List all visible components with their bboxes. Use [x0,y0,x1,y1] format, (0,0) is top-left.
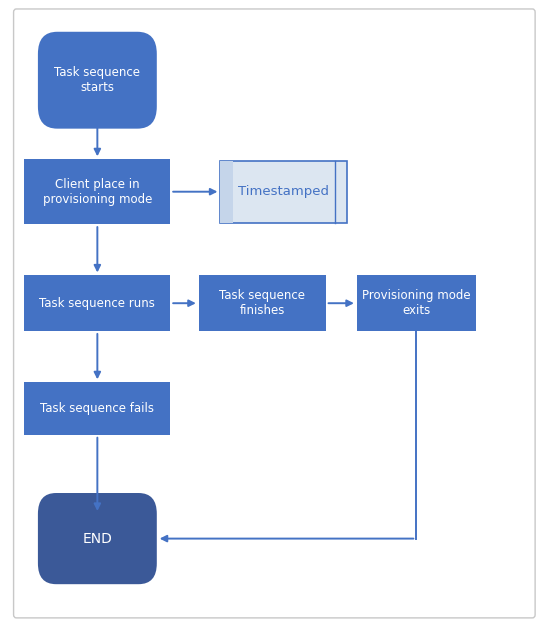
Text: Task sequence
finishes: Task sequence finishes [219,289,305,318]
FancyBboxPatch shape [25,276,170,331]
FancyBboxPatch shape [220,161,347,222]
FancyBboxPatch shape [25,159,170,224]
Text: Task sequence runs: Task sequence runs [39,297,155,310]
FancyBboxPatch shape [199,276,326,331]
FancyBboxPatch shape [38,32,157,129]
Text: Provisioning mode
exits: Provisioning mode exits [362,289,471,318]
Text: Task sequence
starts: Task sequence starts [55,66,140,94]
FancyBboxPatch shape [14,9,535,618]
FancyBboxPatch shape [25,382,170,435]
Text: END: END [82,532,112,546]
FancyBboxPatch shape [357,276,476,331]
Text: Timestamped: Timestamped [238,185,329,198]
Text: Client place in
provisioning mode: Client place in provisioning mode [43,177,152,206]
FancyBboxPatch shape [220,161,233,222]
Text: Task sequence fails: Task sequence fails [40,402,155,415]
FancyBboxPatch shape [38,493,157,584]
